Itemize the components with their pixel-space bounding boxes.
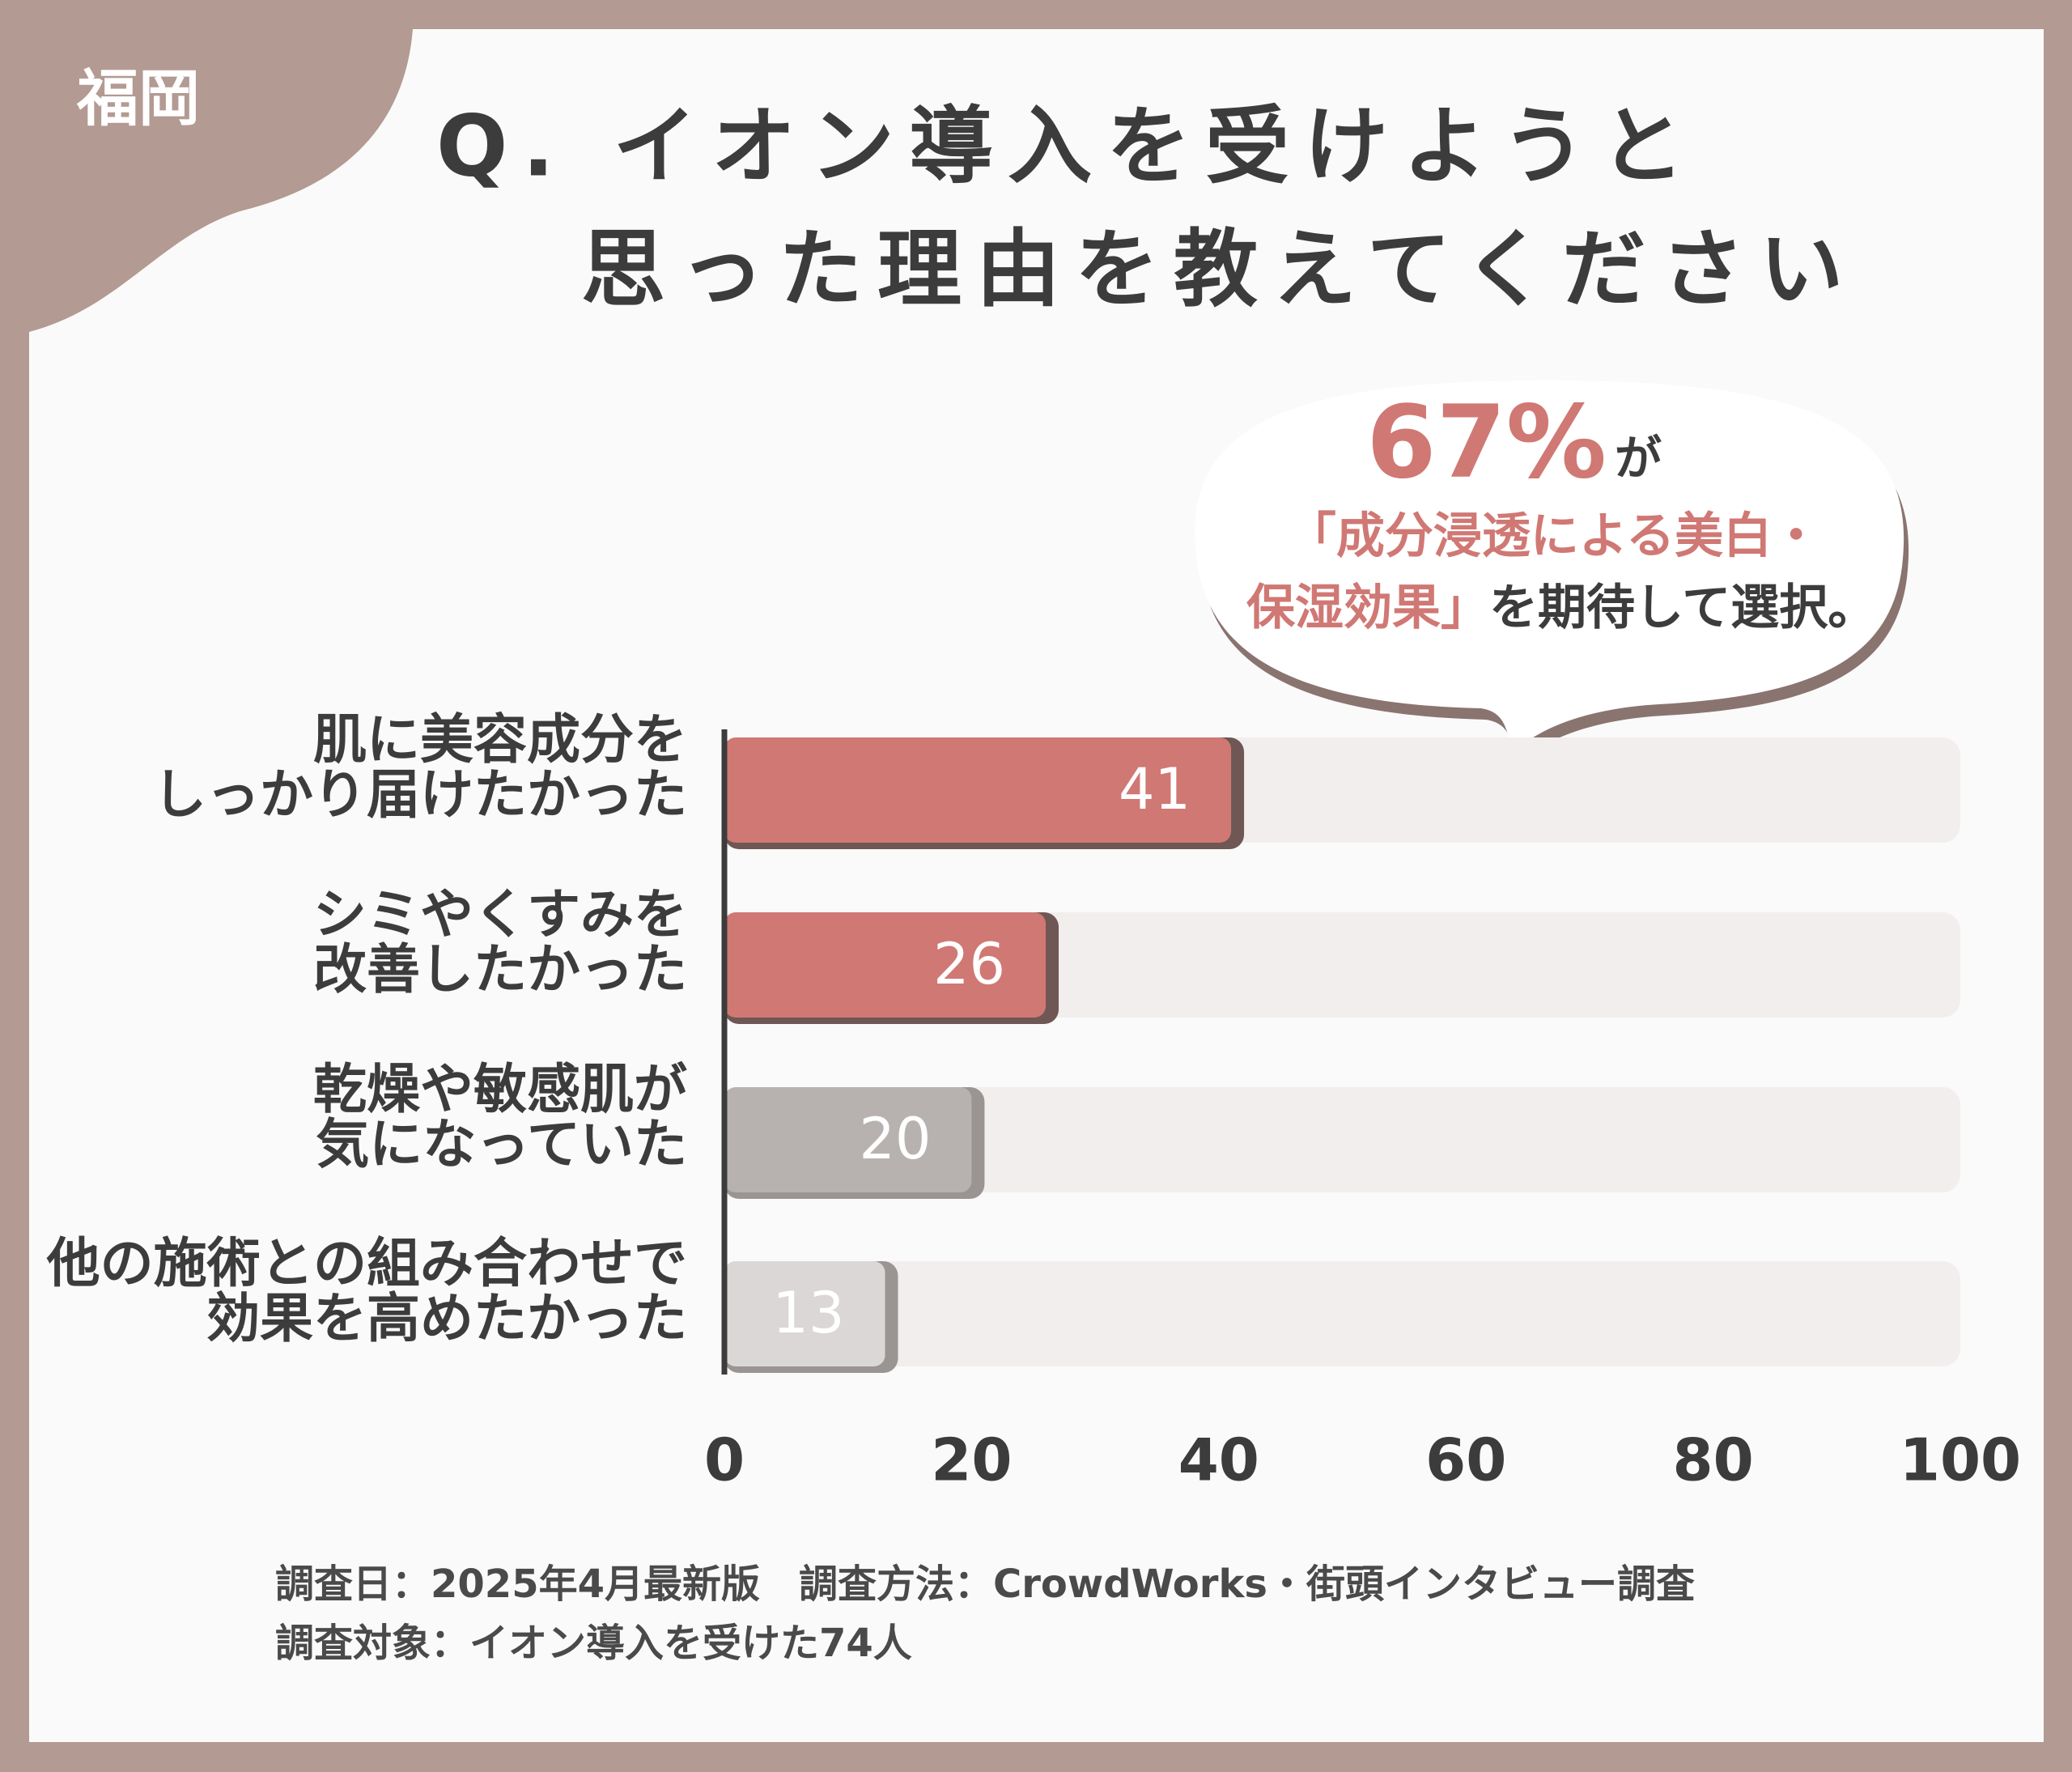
x-tick-label: 60 bbox=[1425, 1426, 1506, 1494]
bar-track bbox=[724, 1261, 1960, 1366]
y-tick-label: 改善したかった bbox=[313, 938, 687, 1001]
footer-text: 調査対象：イオン導入を受けた74人 bbox=[275, 1621, 912, 1666]
y-tick-label: 気になっていた bbox=[316, 1113, 687, 1175]
x-tick-label: 40 bbox=[1178, 1426, 1259, 1494]
callout-text: が bbox=[1615, 431, 1662, 486]
callout-text: 保湿効果」 bbox=[1246, 580, 1489, 636]
y-tick-label: 肌に美容成分を bbox=[313, 708, 687, 771]
value-label: 20 bbox=[859, 1106, 931, 1172]
callout-highlight: 67% bbox=[1366, 385, 1607, 501]
footer-text: 調査日：2025年4月最新版 調査方法：CrowdWorks・街頭インタビュー調… bbox=[275, 1562, 1695, 1607]
x-tick-label: 100 bbox=[1900, 1426, 2021, 1494]
tab-label: 福岡 bbox=[76, 62, 200, 134]
bar bbox=[724, 1261, 885, 1366]
y-tick-label: シミやくすみを bbox=[313, 883, 687, 945]
bar bbox=[724, 912, 1047, 1018]
y-tick-label: 他の施術との組み合わせで bbox=[46, 1232, 687, 1294]
tab-shape bbox=[29, 29, 413, 332]
x-tick-label: 80 bbox=[1672, 1426, 1753, 1494]
value-label: 26 bbox=[933, 931, 1005, 997]
panel bbox=[29, 29, 2044, 1742]
x-tick-label: 20 bbox=[931, 1426, 1012, 1494]
callout-line: 保湿効果」を期待して選択。 bbox=[1246, 580, 1876, 636]
value-label: 13 bbox=[772, 1280, 844, 1346]
value-label: 41 bbox=[1119, 756, 1191, 822]
callout: 67% が 「成分浸透による美白・ 保湿効果」を期待して選択。 bbox=[1195, 380, 1909, 764]
callout-text: を期待して選択。 bbox=[1489, 580, 1876, 636]
bar bbox=[724, 1087, 972, 1192]
chart-title: 思った理由を教えてください bbox=[581, 219, 1858, 318]
chart-title: Q. イオン導入を受けようと bbox=[436, 96, 1699, 195]
y-tick-label: 乾燥や敏感肌が bbox=[313, 1058, 687, 1120]
y-tick-label: しっかり届けたかった bbox=[153, 763, 687, 826]
callout-text: 「成分浸透による美白・ bbox=[1288, 508, 1820, 565]
callout-bubble bbox=[1195, 380, 1904, 753]
bar bbox=[724, 737, 1232, 843]
y-tick-label: 効果を高めたかった bbox=[206, 1287, 687, 1349]
x-tick-label: 0 bbox=[704, 1426, 745, 1494]
bar-track bbox=[724, 1087, 1960, 1192]
